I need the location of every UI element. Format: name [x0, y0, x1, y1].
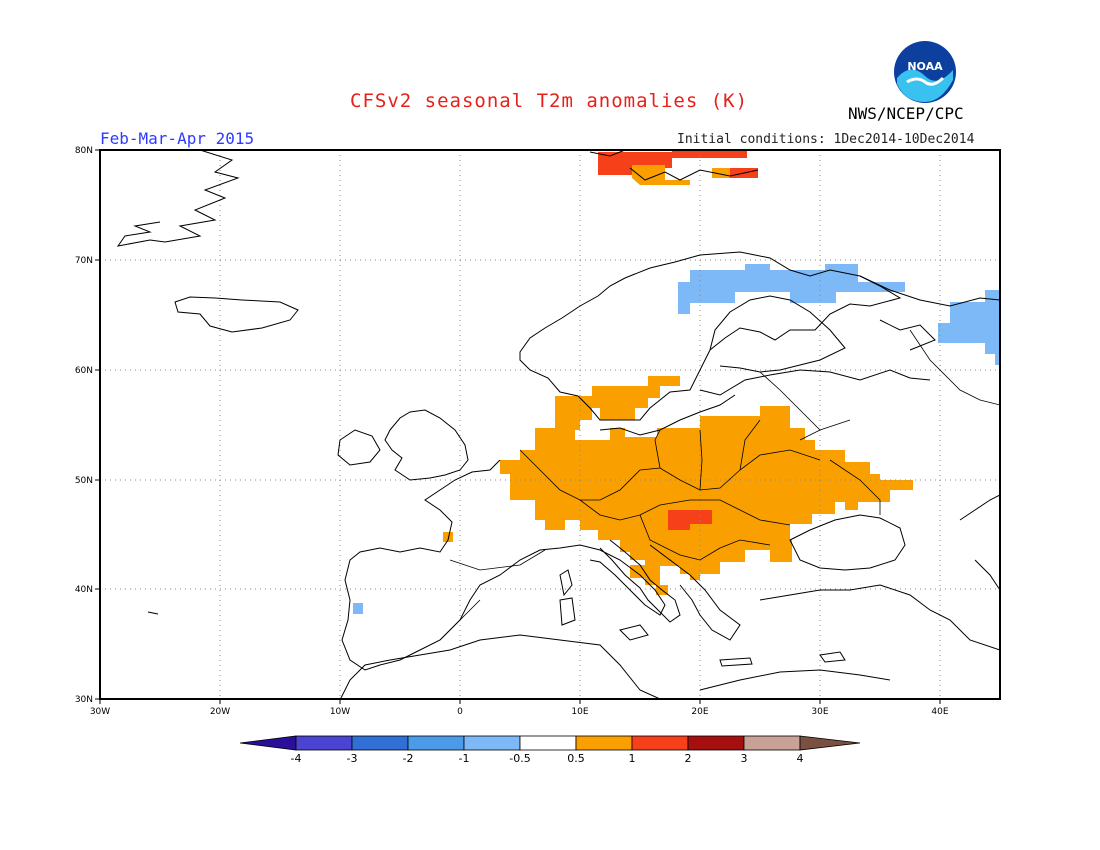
colorbar-label: -1	[459, 752, 470, 765]
lon-label: 30W	[90, 707, 110, 717]
forecast-period: Feb-Mar-Apr 2015	[100, 129, 255, 148]
colorbar-label: 1	[629, 752, 636, 765]
anomaly-patch-italy-warm	[630, 565, 660, 585]
axis-ticks	[95, 149, 941, 704]
colorbar-segment	[295, 735, 353, 751]
map-frame	[99, 149, 1001, 700]
anomaly-patch-russia-cold	[938, 290, 1000, 365]
colorbar-label: -4	[291, 752, 302, 765]
colorbar-label: 0.5	[567, 752, 585, 765]
colorbar-segment	[575, 735, 633, 751]
anomaly-patch-hungary-red	[668, 510, 712, 530]
colorbar	[239, 735, 861, 751]
lat-label: 60N	[75, 366, 93, 376]
lat-label: 50N	[75, 476, 93, 486]
lat-label: 40N	[75, 585, 93, 595]
colorbar-labels: -4 -3 -2 -1 -0.5 0.5 1 2 3 4	[291, 752, 804, 765]
initial-conditions: Initial conditions: 1Dec2014-10Dec2014	[677, 132, 975, 147]
anomaly-patch-biscay-warm	[443, 532, 453, 542]
noaa-logo-icon: NOAA	[894, 41, 956, 103]
colorbar-label: -2	[403, 752, 414, 765]
lon-label: 10W	[330, 707, 350, 717]
colorbar-label: -0.5	[509, 752, 530, 765]
anomaly-patch-svalbard-orange	[632, 165, 690, 185]
colorbar-segment	[239, 735, 297, 751]
lon-label: 0	[457, 707, 463, 717]
anomaly-patch-norway-warm	[555, 396, 592, 430]
lon-label: 20E	[691, 707, 708, 717]
lat-label: 70N	[75, 256, 93, 266]
organization-label: NWS/NCEP/CPC	[848, 104, 964, 123]
anomaly-patch-sweden-warm	[592, 386, 648, 420]
colorbar-label: 2	[685, 752, 692, 765]
colorbar-segment	[631, 735, 689, 751]
anomaly-patch-baltic-warm	[648, 376, 680, 398]
colorbar-label: -3	[347, 752, 358, 765]
coastlines	[116, 150, 1000, 699]
map-gridlines	[100, 150, 1000, 699]
colorbar-label: 4	[797, 752, 804, 765]
colorbar-segment	[463, 735, 521, 751]
lon-label: 20W	[210, 707, 230, 717]
chart-title: CFSv2 seasonal T2m anomalies (K)	[350, 90, 749, 112]
lon-label: 10E	[571, 707, 588, 717]
lon-label: 30E	[811, 707, 828, 717]
anomaly-patch-portugal-cold	[353, 603, 363, 614]
lat-label: 80N	[75, 146, 93, 156]
colorbar-segment	[407, 735, 465, 751]
colorbar-segment	[351, 735, 409, 751]
colorbar-segment	[519, 735, 577, 751]
anomaly-shading	[353, 150, 1000, 614]
anomaly-patch-central-europe-warm	[500, 406, 913, 580]
lat-label: 30N	[75, 695, 93, 705]
lon-label: 40E	[931, 707, 948, 717]
latitude-labels: 80N 70N 60N 50N 40N 30N	[75, 146, 93, 705]
colorbar-label: 3	[741, 752, 748, 765]
noaa-logo-text: NOAA	[907, 60, 943, 73]
colorbar-segment	[743, 735, 801, 751]
anomaly-patch-scandinavia-cold	[678, 264, 905, 314]
longitude-labels: 30W 20W 10W 0 10E 20E 30E 40E	[90, 707, 949, 717]
colorbar-segment	[687, 735, 745, 751]
colorbar-segment	[799, 735, 861, 751]
country-borders	[439, 329, 1000, 641]
